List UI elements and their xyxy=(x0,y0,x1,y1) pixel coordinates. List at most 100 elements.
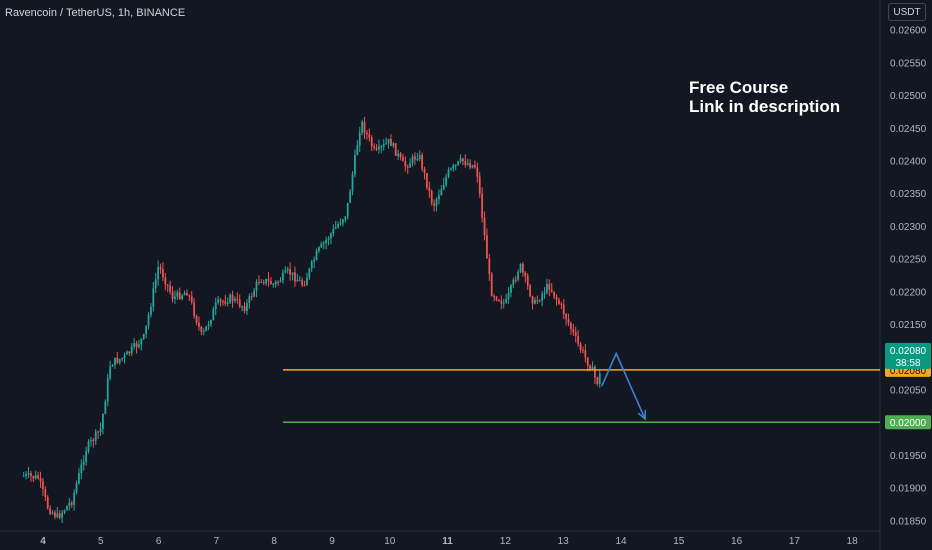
candle-body xyxy=(558,299,560,304)
candle-body xyxy=(579,343,582,350)
candle-body xyxy=(450,168,452,170)
candle-body xyxy=(366,132,368,135)
candle-body xyxy=(126,351,128,355)
candle-body xyxy=(423,168,426,173)
candle-body xyxy=(478,176,481,194)
candle-body xyxy=(118,359,121,363)
candle-body xyxy=(234,298,236,301)
candle-body xyxy=(255,281,258,291)
y-tick-label: 0.02450 xyxy=(890,124,927,135)
candle-body xyxy=(346,202,349,217)
candle-body xyxy=(358,132,361,146)
candle-body xyxy=(310,261,313,269)
price-level-label: 0.02000 xyxy=(890,418,927,429)
candle-body xyxy=(375,147,378,150)
candle-body xyxy=(529,285,532,297)
candle-body xyxy=(344,216,347,220)
candle-body xyxy=(555,296,558,300)
x-tick-label: 8 xyxy=(271,536,277,547)
promo-line-1: Free Course xyxy=(689,78,789,97)
candle-body xyxy=(572,329,575,333)
candle-body xyxy=(30,472,32,477)
candle-body xyxy=(92,439,95,441)
candle-body xyxy=(502,302,505,304)
y-tick-label: 0.02300 xyxy=(890,222,927,233)
candle-body xyxy=(236,298,239,300)
candle-body xyxy=(80,464,83,474)
x-tick-label: 18 xyxy=(847,536,859,547)
candle-body xyxy=(471,165,474,168)
symbol-title: Ravencoin / TetherUS, 1h, BINANCE xyxy=(5,7,186,19)
candle-body xyxy=(514,279,517,281)
y-tick-label: 0.02600 xyxy=(890,26,927,37)
candle-body xyxy=(469,163,472,168)
candle-body xyxy=(418,154,421,160)
candle-body xyxy=(116,357,119,363)
candle-body xyxy=(536,299,539,301)
x-tick-label: 12 xyxy=(500,536,512,547)
candle-body xyxy=(130,346,133,354)
y-tick-label: 0.02550 xyxy=(890,58,927,69)
x-tick-label: 14 xyxy=(615,536,627,547)
projection-path[interactable] xyxy=(601,351,646,420)
candle-body xyxy=(133,343,136,347)
candle-body xyxy=(512,279,515,286)
candle-body xyxy=(567,319,570,324)
candle-body xyxy=(318,247,320,251)
projection-layer xyxy=(601,351,647,421)
candle-body xyxy=(114,357,116,366)
candle-body xyxy=(270,280,272,285)
candle-body xyxy=(481,193,484,218)
candle-body xyxy=(99,428,102,432)
candle-body xyxy=(306,277,308,286)
candle-body xyxy=(152,288,155,307)
y-tick-label: 0.02400 xyxy=(890,156,927,167)
candle-body xyxy=(404,161,407,167)
candle-body xyxy=(162,268,164,278)
candle-body xyxy=(200,326,203,332)
candle-body xyxy=(315,250,318,261)
candle-body xyxy=(248,296,251,304)
candle-body xyxy=(250,296,253,298)
candle-body xyxy=(229,294,232,304)
candle-body xyxy=(500,301,503,304)
candle-body xyxy=(560,303,563,305)
y-tick-label: 0.02500 xyxy=(890,91,927,102)
candle-body xyxy=(428,187,431,191)
candle-body xyxy=(361,121,364,133)
candle-body xyxy=(171,291,174,299)
candle-body xyxy=(51,512,54,514)
candle-body xyxy=(382,144,385,147)
candle-body xyxy=(178,292,181,299)
candle-body xyxy=(61,512,64,518)
candle-body xyxy=(370,137,373,147)
x-tick-label: 15 xyxy=(673,536,685,547)
candle-body xyxy=(145,325,148,335)
candle-body xyxy=(464,160,467,165)
candle-body xyxy=(507,292,510,300)
time-axis: 4 5 6 7 8 9 10 11 12 13 14 15 16 17 18 xyxy=(40,536,858,547)
candle-body xyxy=(457,161,460,165)
candle-body xyxy=(90,439,92,442)
candle-body xyxy=(570,323,572,330)
candle-body xyxy=(320,243,323,248)
candle-body xyxy=(531,296,534,304)
candle-body xyxy=(238,299,241,307)
candle-body xyxy=(231,294,234,301)
candle-body xyxy=(219,299,222,302)
candle-body xyxy=(42,481,44,490)
candle-body xyxy=(387,138,390,144)
candle-body xyxy=(462,158,464,161)
candle-body xyxy=(325,240,328,243)
currency-button[interactable]: USDT xyxy=(888,3,926,21)
candle-body xyxy=(584,350,587,358)
candle-body xyxy=(368,134,371,138)
candle-body xyxy=(87,441,90,452)
x-tick-label: 7 xyxy=(214,536,220,547)
arrow-head xyxy=(637,409,647,421)
current-price-label: 0.02080 xyxy=(890,346,927,357)
x-tick-label: 17 xyxy=(789,536,801,547)
candle-body xyxy=(212,309,215,321)
candle-body xyxy=(598,373,601,384)
